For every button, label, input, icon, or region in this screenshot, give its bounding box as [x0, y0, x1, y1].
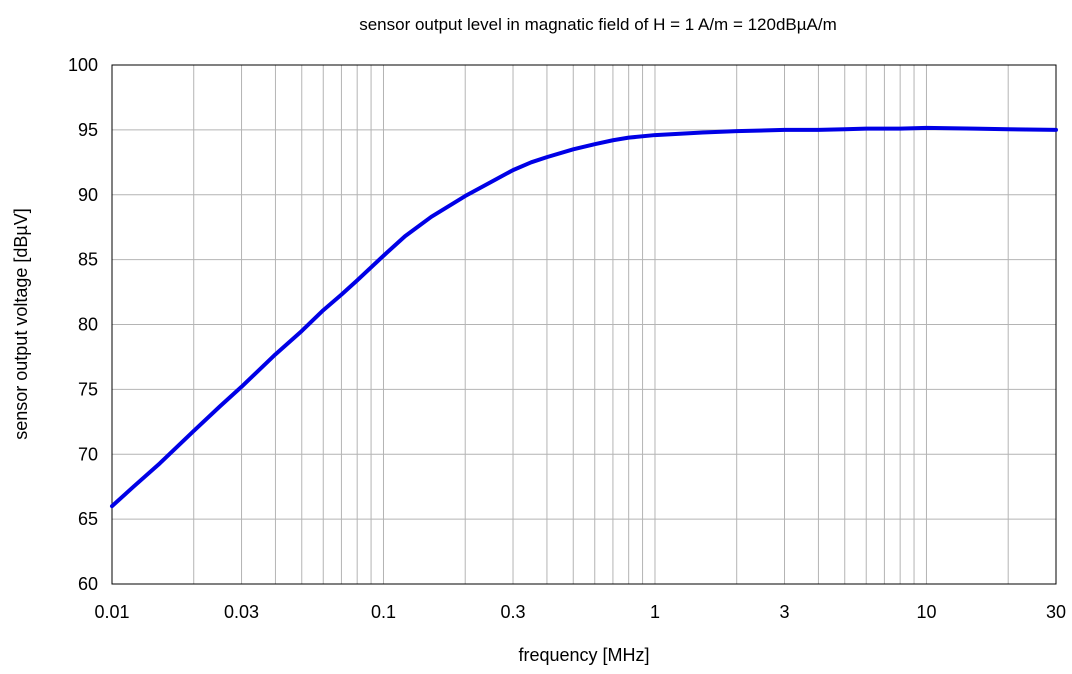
y-axis-title: sensor output voltage [dBµV]: [11, 208, 31, 440]
grid: [112, 65, 1056, 584]
y-tick-label: 80: [78, 315, 98, 335]
series-layer: [110, 125, 1058, 509]
x-tick-label: 30: [1046, 602, 1066, 622]
y-tick-label: 75: [78, 379, 98, 399]
y-tick-label: 100: [68, 55, 98, 75]
y-tick-label: 65: [78, 509, 98, 529]
plot-frame: [111, 64, 1057, 585]
x-tick-label: 0.3: [501, 602, 526, 622]
x-tick-label: 0.01: [94, 602, 129, 622]
y-tick-label: 60: [78, 574, 98, 594]
x-tick-label: 3: [780, 602, 790, 622]
x-tick-label: 10: [916, 602, 936, 622]
x-tick-label: 0.03: [224, 602, 259, 622]
x-tick-label: 1: [650, 602, 660, 622]
y-tick-label: 70: [78, 444, 98, 464]
tick-labels: 0.01 0.03 0.1 0.3 1 3 10 30 60 65 70 75 80 85 90 95 100: [68, 55, 1066, 622]
y-tick-label: 90: [78, 185, 98, 205]
x-tick-label: 0.1: [371, 602, 396, 622]
chart-title: sensor output level in magnatic field of…: [359, 15, 837, 34]
series-line-1: [110, 125, 1058, 509]
y-tick-label: 95: [78, 120, 98, 140]
x-axis-title: frequency [MHz]: [518, 645, 649, 665]
y-tick-label: 85: [78, 250, 98, 270]
